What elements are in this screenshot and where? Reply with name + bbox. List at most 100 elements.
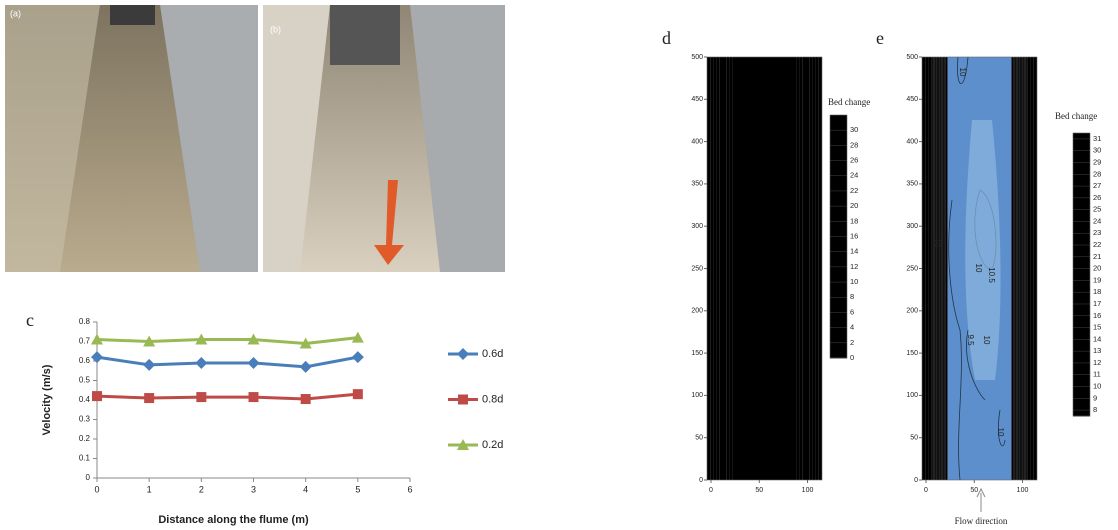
field bbox=[1024, 57, 1028, 480]
colorbar-tick-label: 21 bbox=[1093, 252, 1101, 261]
colorbar-tick-label: 8 bbox=[1093, 405, 1097, 414]
x-tick-label: 0 bbox=[709, 487, 713, 494]
y-tick-label: 0.1 bbox=[79, 454, 91, 463]
field bbox=[726, 57, 730, 480]
colorbar-tick-label: 17 bbox=[1093, 299, 1101, 308]
colorbar-segment bbox=[830, 228, 847, 237]
colorbar-tick-label: 28 bbox=[850, 140, 858, 149]
colorbar-segment bbox=[830, 212, 847, 221]
point bbox=[92, 391, 102, 402]
y-tick-label: 0 bbox=[914, 477, 918, 484]
colorbar-tick-label: 29 bbox=[1093, 157, 1101, 166]
point bbox=[351, 351, 364, 364]
legend-label: 0.2d bbox=[482, 439, 503, 451]
x-tick-label: 4 bbox=[303, 484, 308, 494]
colorbar-tick-label: 30 bbox=[850, 125, 858, 134]
field bbox=[1027, 57, 1031, 480]
y-tick-label: 0 bbox=[86, 473, 91, 482]
field bbox=[719, 57, 723, 480]
annotation: Flow direction bbox=[955, 516, 1008, 526]
legend-label: 0.8d bbox=[482, 393, 503, 405]
legend-label: 0.6d bbox=[482, 348, 503, 360]
x-tick-label: 2 bbox=[199, 484, 204, 494]
y-tick-label: 100 bbox=[906, 392, 918, 399]
x-tick-label: 1 bbox=[147, 484, 152, 494]
x-tick-label: 5 bbox=[355, 484, 360, 494]
colorbar-segment bbox=[1073, 217, 1090, 228]
field bbox=[1030, 57, 1034, 480]
colorbar-tick-label: 22 bbox=[1093, 240, 1101, 249]
colorbar-segment bbox=[1073, 255, 1090, 266]
field bbox=[941, 57, 945, 480]
x-tick-label: 50 bbox=[970, 487, 978, 494]
colorbar-segment bbox=[1073, 246, 1090, 257]
contour-label: 10 bbox=[958, 68, 967, 77]
field bbox=[806, 57, 810, 480]
colorbar-segment bbox=[830, 171, 847, 181]
colorbar-segment bbox=[830, 163, 847, 173]
x-axis-label: Distance along the flume (m) bbox=[158, 514, 309, 526]
contour-label: 9.5 bbox=[966, 334, 975, 346]
x-tick-label: 0 bbox=[94, 484, 99, 494]
x-tick-label: 6 bbox=[407, 484, 412, 494]
field bbox=[723, 57, 727, 480]
y-tick-label: 450 bbox=[906, 96, 918, 103]
panel-label: c bbox=[26, 310, 34, 330]
point bbox=[143, 358, 156, 371]
field bbox=[802, 57, 806, 480]
field bbox=[925, 57, 929, 480]
colorbar-segment bbox=[1073, 349, 1090, 360]
field bbox=[944, 57, 948, 480]
field bbox=[931, 57, 935, 480]
colorbar-segment bbox=[830, 333, 847, 343]
y-tick-label: 0.6 bbox=[79, 356, 91, 365]
y-tick-label: 100 bbox=[691, 392, 703, 399]
colorbar-tick-label: 26 bbox=[850, 156, 858, 165]
y-tick-label: 150 bbox=[691, 350, 703, 357]
colorbar-tick-label: 18 bbox=[850, 216, 858, 225]
colorbar-segment bbox=[1073, 397, 1090, 408]
colorbar-tick-label: 11 bbox=[1093, 370, 1101, 379]
colorbar-segment bbox=[830, 349, 847, 359]
colorbar-segment bbox=[1073, 312, 1090, 323]
y-tick-label: 0.4 bbox=[79, 395, 91, 404]
colorbar-tick-label: 25 bbox=[1093, 205, 1101, 214]
colorbar-segment bbox=[830, 123, 847, 132]
colorbar-segment bbox=[1073, 199, 1090, 209]
field bbox=[922, 57, 926, 480]
point bbox=[352, 389, 363, 400]
y-tick-label: 0.2 bbox=[79, 434, 91, 443]
colorbar-tick-label: 19 bbox=[1093, 275, 1101, 284]
point bbox=[195, 356, 208, 369]
colorbar-segment bbox=[830, 244, 847, 254]
colorbar-segment bbox=[1073, 359, 1090, 370]
colorbar-tick-label: 16 bbox=[850, 231, 858, 240]
y-tick-label: 300 bbox=[906, 223, 918, 230]
colorbar-tick-label: 20 bbox=[1093, 264, 1101, 273]
field bbox=[799, 57, 803, 480]
point bbox=[247, 333, 260, 345]
field bbox=[1011, 57, 1015, 480]
y-tick-label: 500 bbox=[691, 54, 703, 61]
x-tick-label: 100 bbox=[802, 487, 814, 494]
photo-b bbox=[263, 5, 505, 272]
x-tick-label: 3 bbox=[251, 484, 256, 494]
y-tick-label: 350 bbox=[691, 181, 703, 188]
field bbox=[732, 57, 797, 480]
colorbar-segment bbox=[830, 115, 847, 124]
colorbar-tick-label: 30 bbox=[1093, 146, 1101, 155]
colorbar-segment bbox=[830, 277, 847, 286]
colorbar-segment bbox=[1073, 265, 1090, 275]
colorbar-segment bbox=[830, 147, 847, 156]
colorbar-segment bbox=[830, 236, 847, 246]
contour-label: 10 bbox=[996, 428, 1005, 437]
legend-marker bbox=[458, 394, 468, 405]
series-line bbox=[96, 355, 359, 369]
colorbar-segment bbox=[830, 285, 847, 294]
colorbar-segment bbox=[830, 301, 847, 310]
colorbar-tick-label: 31 bbox=[1093, 134, 1101, 143]
colorbar-tick-label: 24 bbox=[1093, 216, 1101, 225]
panel-label: d bbox=[662, 28, 671, 48]
y-axis-label: Velocity (m/s) bbox=[41, 364, 53, 435]
colorbar-tick-label: 8 bbox=[850, 292, 854, 301]
